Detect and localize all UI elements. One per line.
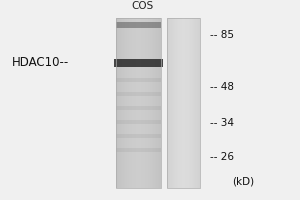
Text: (kD): (kD) [232, 176, 254, 186]
Text: -- 26: -- 26 [210, 152, 234, 162]
Text: HDAC10--: HDAC10-- [12, 56, 69, 70]
Bar [116, 22, 160, 28]
Text: -- 34: -- 34 [210, 118, 234, 128]
Bar [116, 134, 160, 138]
Bar [116, 106, 160, 110]
Bar [116, 18, 160, 188]
Text: -- 85: -- 85 [210, 30, 234, 40]
Bar [167, 18, 200, 188]
Text: COS: COS [131, 1, 154, 11]
Bar [116, 78, 160, 82]
Bar [116, 120, 160, 124]
Bar [113, 59, 163, 67]
Bar [116, 92, 160, 96]
Text: -- 48: -- 48 [210, 82, 234, 92]
Bar [116, 148, 160, 152]
